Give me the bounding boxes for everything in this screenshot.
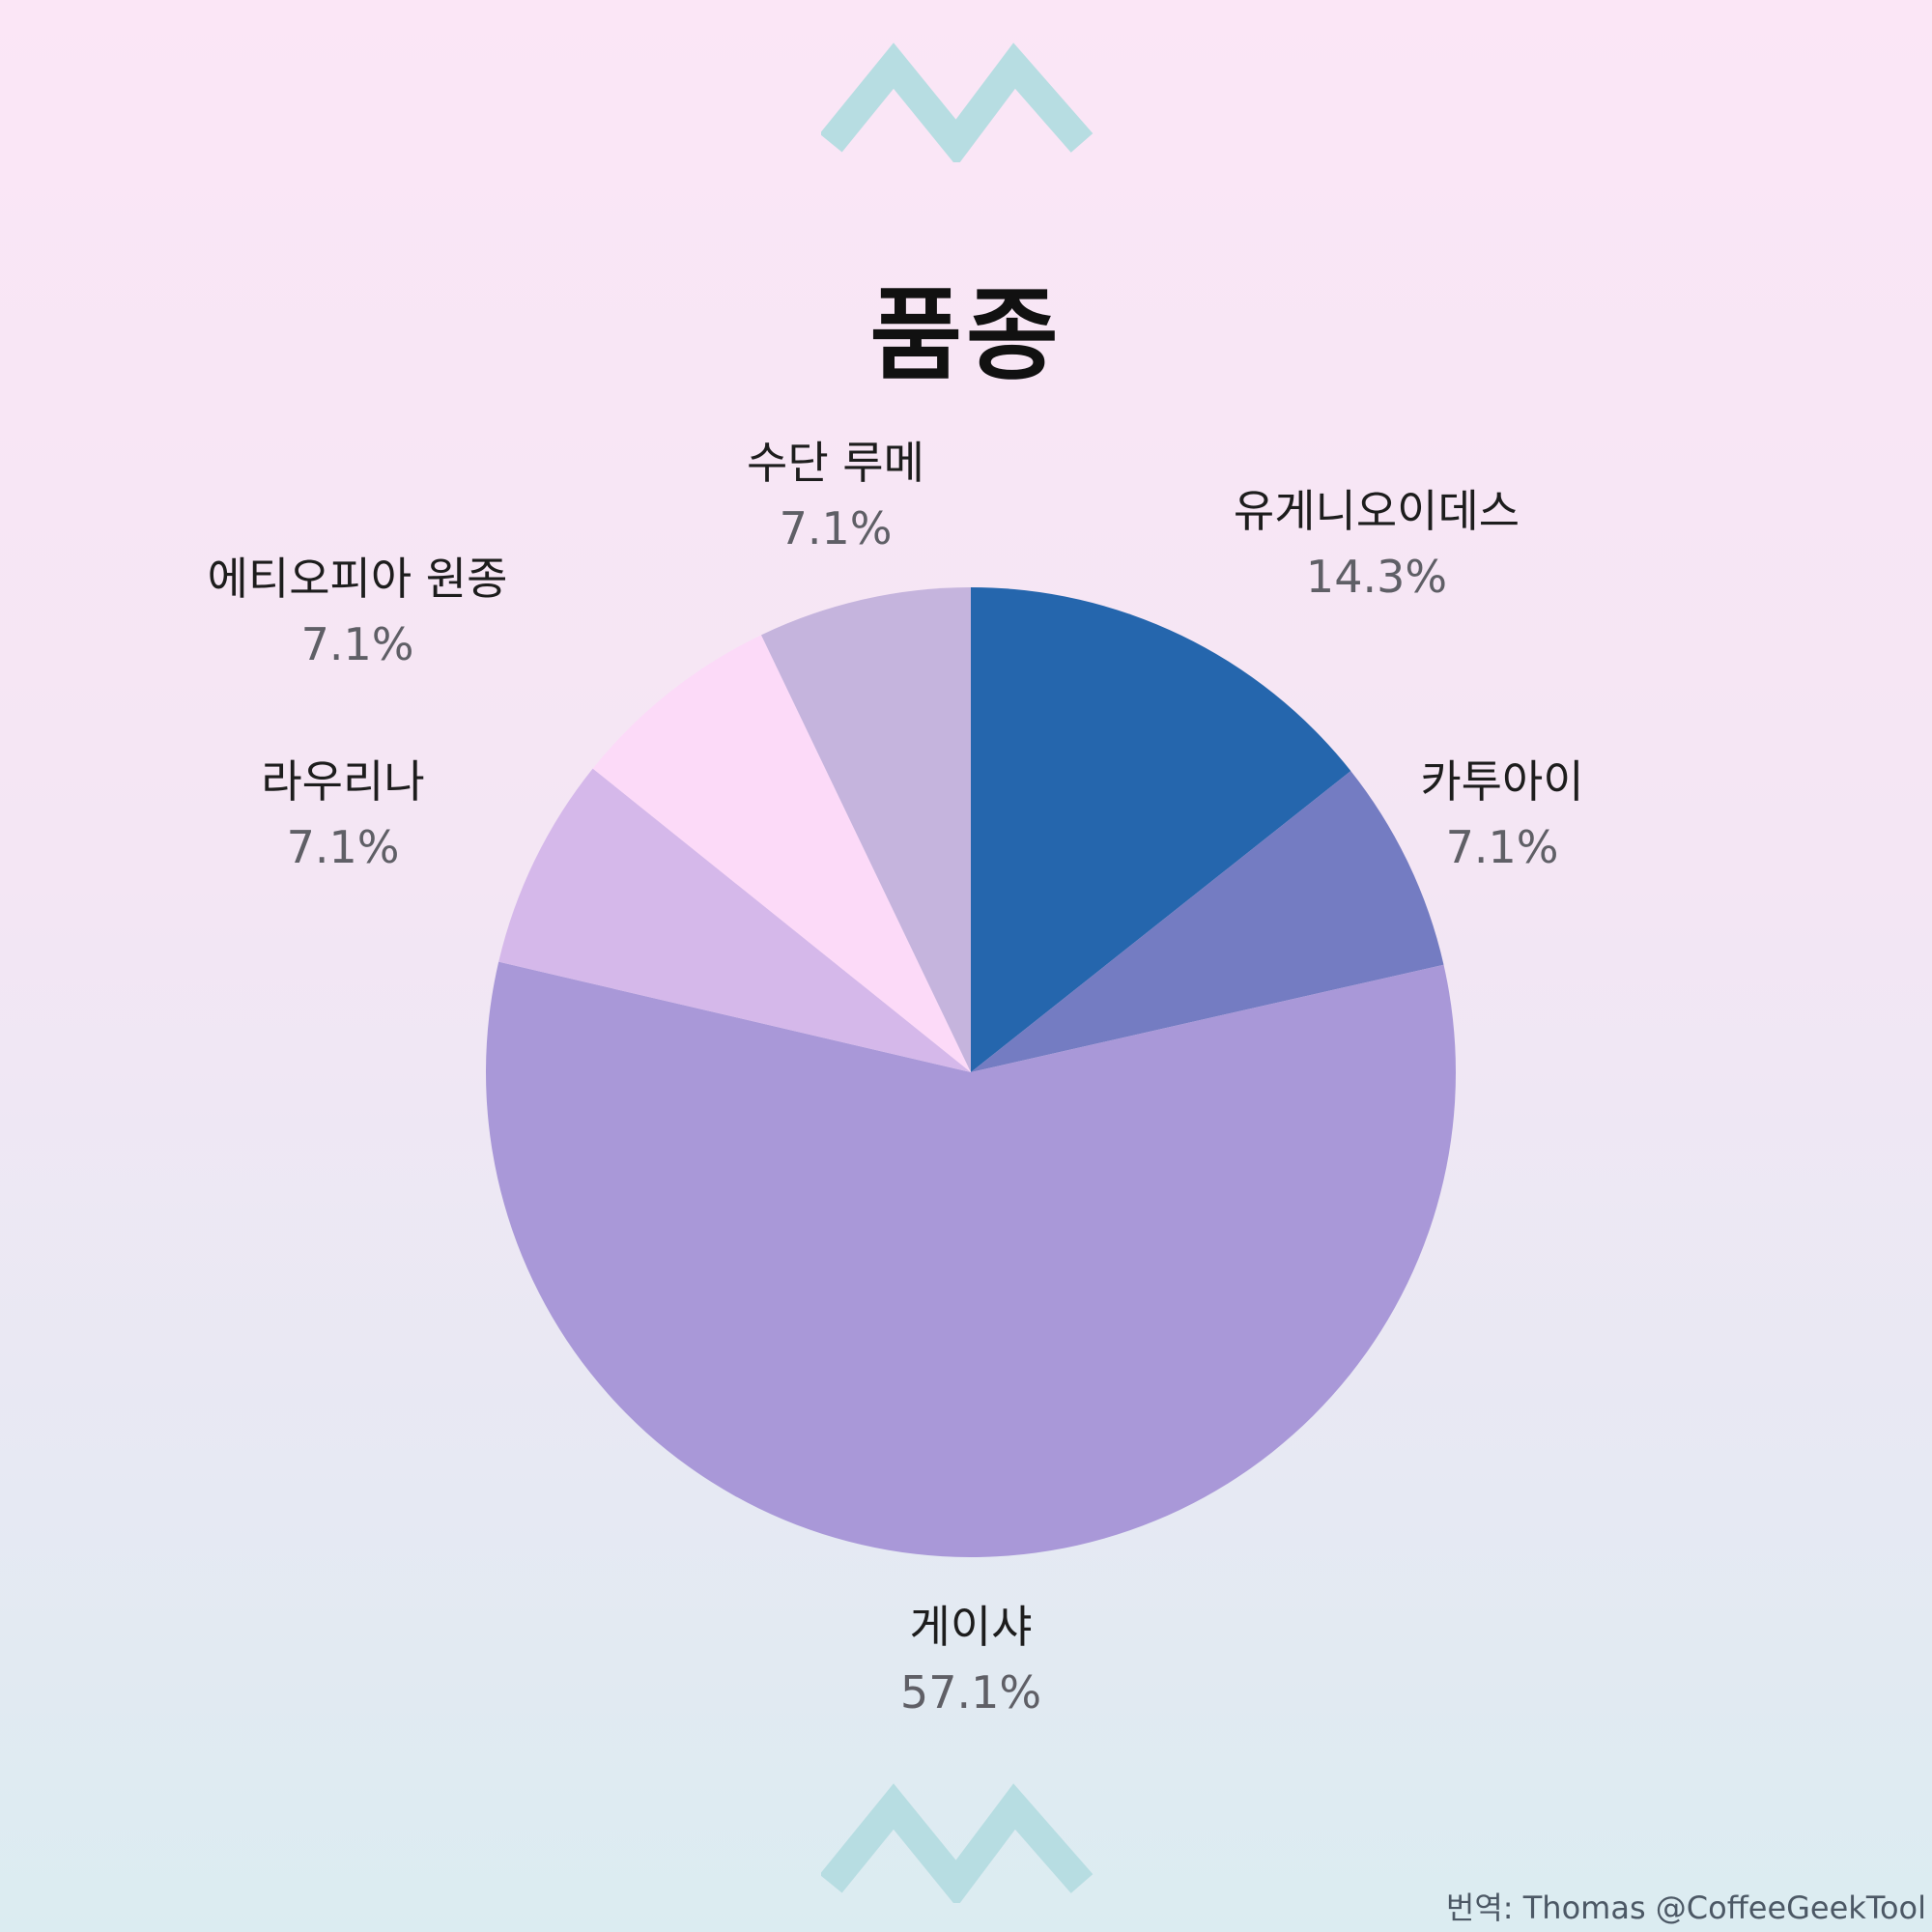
pie-slice bbox=[971, 587, 1351, 1072]
zigzag-top-icon bbox=[821, 43, 1094, 162]
slice-label: 수단 루메 bbox=[747, 437, 924, 489]
slice-label: 카투아이 bbox=[1420, 755, 1583, 808]
slice-percentage: 7.1% bbox=[287, 821, 400, 873]
slice-percentage: 14.3% bbox=[1306, 551, 1447, 603]
translator-credit: 번역: Thomas @CoffeeGeekTool bbox=[1445, 1889, 1926, 1926]
slice-label: 에티오피아 원종 bbox=[208, 553, 508, 605]
zigzag-bottom-icon bbox=[821, 1783, 1094, 1903]
pie-slice bbox=[971, 771, 1444, 1072]
slice-label: 유게니오이데스 bbox=[1234, 485, 1520, 537]
slice-percentage: 7.1% bbox=[301, 618, 414, 670]
pie-slice bbox=[498, 768, 971, 1072]
chart-title: 품종 bbox=[869, 276, 1063, 394]
pie-slice bbox=[761, 587, 971, 1072]
slice-percentage: 7.1% bbox=[780, 502, 893, 554]
slice-label: 라우리나 bbox=[261, 755, 424, 808]
slice-label: 게이샤 bbox=[910, 1601, 1033, 1653]
pie-slice bbox=[592, 635, 971, 1072]
slice-percentage: 7.1% bbox=[1446, 821, 1559, 873]
slice-percentage: 57.1% bbox=[900, 1666, 1041, 1719]
pie-slice bbox=[485, 961, 1456, 1558]
